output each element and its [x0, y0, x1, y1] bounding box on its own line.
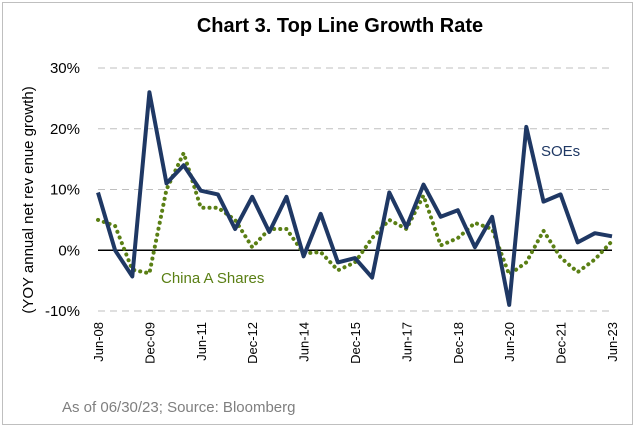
x-tick-label: Jun-23: [605, 322, 620, 362]
x-tick-label: Dec-21: [554, 322, 569, 364]
x-tick-label: Dec-12: [245, 322, 260, 364]
x-tick-label: Jun-14: [297, 322, 312, 362]
x-tick-label: Dec-15: [348, 322, 363, 364]
x-axis-ticks: Jun-08 Dec-09 Jun-11 Dec-12 Jun-14 Dec-15 Jun-…: [91, 322, 620, 364]
x-tick-label: Jun-11: [194, 322, 209, 361]
y-tick-label: 0%: [58, 242, 80, 259]
source-note: As of 06/30/23; Source: Bloomberg: [62, 399, 295, 416]
y-axis-ticks: -10% 0% 10% 20% 30%: [45, 60, 80, 320]
china-a-shares-series-label: China A Shares: [161, 270, 264, 287]
soes-line: [96, 90, 613, 307]
y-tick-label: 20%: [50, 121, 80, 138]
gridlines: [98, 67, 612, 312]
y-tick-label: -10%: [45, 303, 80, 320]
chart-title: Chart 3. Top Line Growth Rate: [197, 15, 483, 37]
x-tick-label: Dec-09: [142, 322, 157, 364]
y-axis-label: (YOY annual net rev enue growth): [20, 86, 37, 313]
series-lines: [96, 90, 614, 307]
x-tick-label: Jun-08: [91, 322, 106, 362]
y-tick-label: 10%: [50, 182, 80, 199]
x-tick-label: Jun-20: [502, 322, 517, 362]
y-tick-label: 30%: [50, 60, 80, 77]
x-tick-label: Dec-18: [451, 322, 466, 364]
x-tick-label: Jun-17: [399, 322, 414, 362]
soes-series-label: SOEs: [541, 143, 580, 160]
chart-frame: [2, 2, 633, 425]
china-a-shares-line: [96, 151, 614, 277]
